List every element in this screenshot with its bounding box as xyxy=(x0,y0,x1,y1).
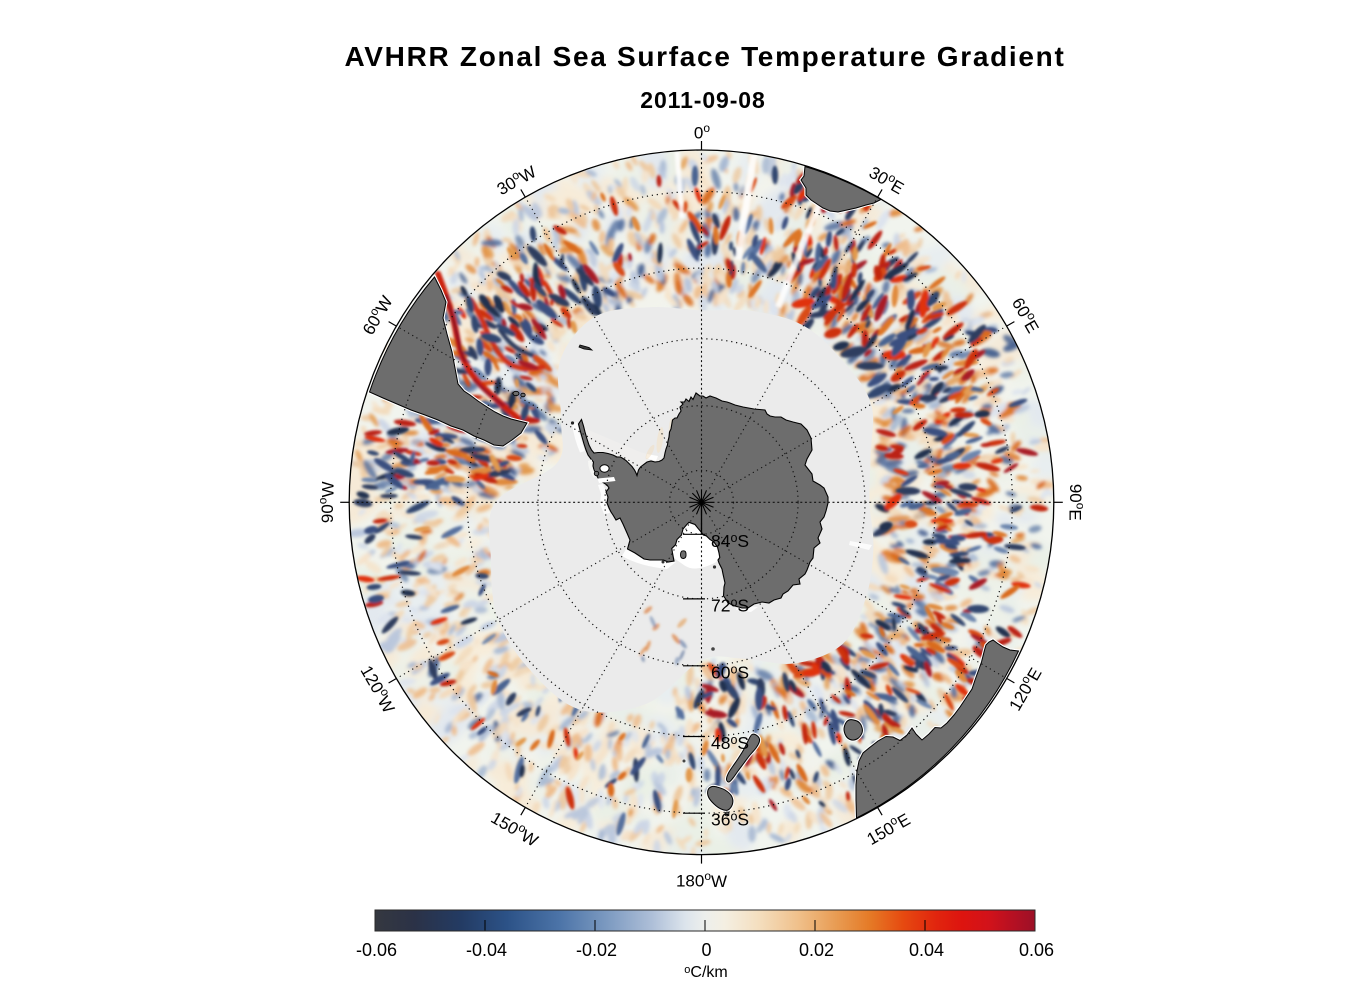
svg-text:90oE: 90oE xyxy=(1066,484,1088,521)
svg-text:0.02: 0.02 xyxy=(799,940,834,960)
svg-text:0.06: 0.06 xyxy=(1019,940,1054,960)
svg-text:AVHRR Zonal Sea Surface Temper: AVHRR Zonal Sea Surface Temperature Grad… xyxy=(344,41,1065,72)
svg-text:0: 0 xyxy=(701,940,711,960)
svg-text:60oS: 60oS xyxy=(711,662,749,682)
svg-text:-0.06: -0.06 xyxy=(356,940,397,960)
svg-text:-0.02: -0.02 xyxy=(576,940,617,960)
svg-text:36oS: 36oS xyxy=(711,810,749,830)
svg-text:84oS: 84oS xyxy=(711,531,749,551)
svg-text:0.04: 0.04 xyxy=(909,940,944,960)
svg-text:oC/km: oC/km xyxy=(684,964,727,981)
svg-text:2011-09-08: 2011-09-08 xyxy=(640,87,765,113)
svg-text:48oS: 48oS xyxy=(711,733,749,753)
svg-text:-0.04: -0.04 xyxy=(466,940,507,960)
svg-text:180oW: 180oW xyxy=(676,869,727,891)
svg-text:90oW: 90oW xyxy=(316,481,338,523)
svg-text:72oS: 72oS xyxy=(711,595,749,615)
